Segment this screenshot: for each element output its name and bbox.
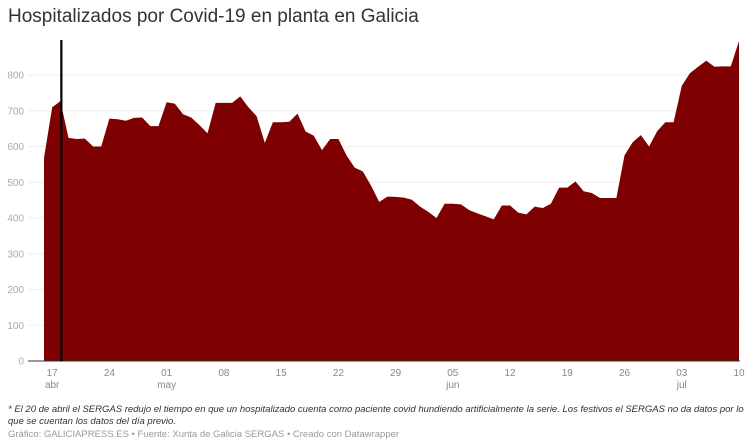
x-tick-month: jul bbox=[676, 380, 687, 391]
x-tick-day: 17 bbox=[47, 368, 59, 379]
x-tick-month: may bbox=[157, 380, 176, 391]
x-tick-day: 12 bbox=[504, 368, 516, 379]
x-tick-day: 22 bbox=[333, 368, 345, 379]
x-tick-month: jun bbox=[445, 380, 459, 391]
y-tick-label: 300 bbox=[7, 249, 24, 260]
x-tick-day: 29 bbox=[390, 368, 402, 379]
y-tick-label: 600 bbox=[7, 142, 24, 153]
x-tick-day: 01 bbox=[161, 368, 173, 379]
x-tick-day: 10 bbox=[733, 368, 745, 379]
chart-title: Hospitalizados por Covid-19 en planta en… bbox=[8, 6, 419, 27]
credit-line: Gráfico: GALICIAPRESS.ES • Fuente: Xunta… bbox=[8, 429, 400, 440]
y-tick-label: 500 bbox=[7, 178, 24, 189]
y-tick-label: 700 bbox=[7, 106, 24, 117]
y-tick-label: 200 bbox=[7, 285, 24, 296]
footnote: * El 20 de abril el SERGAS redujo el tie… bbox=[8, 404, 744, 427]
x-tick-day: 03 bbox=[676, 368, 688, 379]
x-tick-day: 15 bbox=[276, 368, 288, 379]
hospitalized-area bbox=[44, 41, 739, 361]
y-tick-label: 0 bbox=[18, 357, 24, 368]
x-tick-day: 19 bbox=[562, 368, 574, 379]
x-tick-day: 24 bbox=[104, 368, 116, 379]
x-tick-month: abr bbox=[45, 380, 60, 391]
x-tick-day: 05 bbox=[447, 368, 459, 379]
y-tick-label: 400 bbox=[7, 214, 24, 225]
x-tick-day: 26 bbox=[619, 368, 631, 379]
y-tick-label: 100 bbox=[7, 321, 24, 332]
x-tick-day: 08 bbox=[218, 368, 230, 379]
y-tick-label: 800 bbox=[7, 71, 24, 82]
